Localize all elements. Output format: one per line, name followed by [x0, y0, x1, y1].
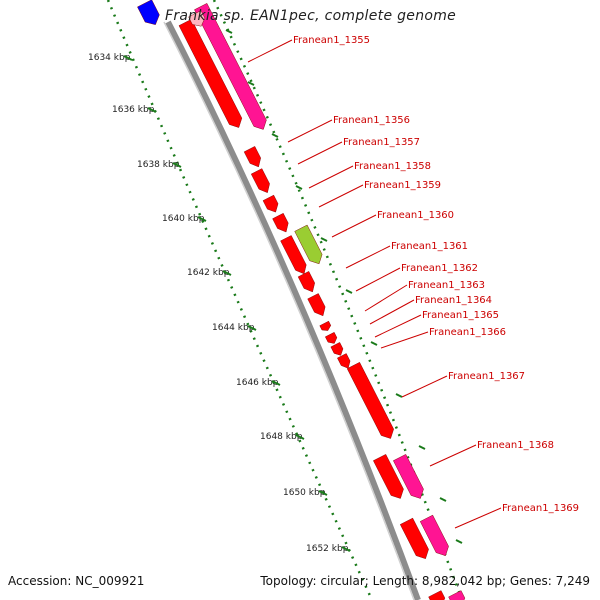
gene-leader-line: [401, 375, 448, 398]
gene-arrow[interactable]: [262, 194, 281, 215]
minor-tick-mark: [295, 185, 303, 190]
genome-backbone-highlight: [163, 21, 415, 600]
gene-label[interactable]: Franean1_1358: [354, 161, 431, 172]
gene-arrow[interactable]: [243, 146, 264, 169]
axis-tick-label: 1642 kbp: [187, 268, 230, 278]
gene-arrow[interactable]: [294, 224, 326, 267]
minor-tick-mark: [345, 289, 353, 294]
axis-tick-label: 1636 kbp: [112, 105, 155, 115]
minor-tick-mark: [439, 497, 447, 502]
genome-backbone: [165, 20, 421, 600]
gene-arrow[interactable]: [428, 590, 448, 600]
gene-leader-line: [287, 119, 333, 143]
gene-label[interactable]: Franean1_1366: [429, 327, 506, 338]
minor-tick-mark: [271, 133, 279, 138]
minor-tick-mark: [395, 393, 403, 398]
gene-leader-line: [454, 507, 502, 529]
axis-tick-mark: [123, 55, 133, 61]
minor-tick-mark: [320, 237, 328, 242]
gene-arrow[interactable]: [319, 320, 333, 333]
genome-title: Frankia sp. EAN1pec, complete genome: [165, 8, 457, 24]
gene-label[interactable]: Franean1_1356: [333, 115, 410, 126]
gene-leader-line: [355, 267, 401, 292]
axis-tick-label: 1650 kbp: [283, 488, 326, 498]
minor-tick-mark: [225, 29, 233, 34]
accession-text: Accession: NC_009921: [8, 574, 145, 588]
gene-leader-line: [364, 284, 408, 312]
axis-tick-mark: [318, 490, 328, 496]
gene-arrow[interactable]: [399, 517, 432, 562]
axis-tick-mark: [341, 546, 351, 552]
gene-arrow[interactable]: [297, 271, 318, 294]
gene-label[interactable]: Franean1_1367: [448, 371, 525, 382]
gene-arrow[interactable]: [330, 342, 345, 357]
gene-arrow[interactable]: [272, 212, 292, 234]
axis-tick-label: 1634 kbp: [88, 53, 131, 63]
gene-arrow[interactable]: [250, 168, 273, 196]
gene-label[interactable]: Franean1_1369: [502, 503, 579, 514]
gene-label[interactable]: Franean1_1357: [343, 137, 420, 148]
gene-arrow[interactable]: [194, 3, 269, 132]
gene-leader-line: [247, 39, 293, 63]
gene-label[interactable]: Franean1_1364: [415, 295, 492, 306]
genome-summary-text: Topology: circular; Length: 8,982,042 bp…: [260, 574, 590, 588]
gene-arrow[interactable]: [325, 332, 338, 345]
gene-label[interactable]: Franean1_1363: [408, 280, 485, 291]
axis-tick-label: 1648 kbp: [260, 432, 303, 442]
axis-tick-label: 1640 kbp: [162, 214, 205, 224]
gene-label[interactable]: Franean1_1360: [377, 210, 454, 221]
axis-tick-mark: [247, 325, 257, 331]
minor-tick-mark: [455, 539, 463, 544]
gene-arrow[interactable]: [137, 0, 162, 28]
axis-ticks: 1634 kbp 1636 kbp 1638 kbp 1640 kbp 1642 kbp…: [88, 29, 463, 554]
gene-label[interactable]: Franean1_1365: [422, 310, 499, 321]
minor-tick-mark: [247, 81, 255, 86]
gene-arrow[interactable]: [419, 514, 452, 559]
gene-label[interactable]: Franean1_1362: [401, 263, 478, 274]
gene-leader-line: [429, 444, 477, 467]
axis-tick-label: 1646 kbp: [236, 378, 279, 388]
gene-label[interactable]: Franean1_1355: [293, 35, 370, 46]
axis-tick-mark: [197, 216, 207, 222]
gene-leader-line: [374, 314, 422, 338]
gene-arrow[interactable]: [448, 590, 468, 600]
minor-tick-mark: [370, 341, 378, 346]
gene-arrow[interactable]: [280, 235, 310, 276]
gene-leader-line: [318, 184, 364, 208]
gene-leader-line: [297, 141, 343, 165]
axis-tick-mark: [172, 162, 182, 168]
gene-labels: Franean1_1355 Franean1_1356 Franean1_1357 F…: [247, 35, 579, 529]
minor-tick-mark: [418, 445, 426, 450]
gene-label[interactable]: Franean1_1361: [391, 241, 468, 252]
gene-leader-line: [308, 165, 354, 189]
gene-leader-line: [345, 245, 391, 269]
axis-tick-mark: [295, 434, 305, 440]
gene-arrow[interactable]: [307, 293, 329, 318]
outer-tick-guide: [106, 0, 374, 600]
gene-leader-line: [331, 214, 377, 238]
gene-arrow[interactable]: [178, 18, 245, 130]
axis-tick-label: 1652 kbp: [306, 544, 349, 554]
gene-label[interactable]: Franean1_1368: [477, 440, 554, 451]
gene-arrow[interactable]: [373, 454, 406, 501]
gene-leader-line: [369, 299, 415, 325]
axis-tick-mark: [222, 270, 232, 276]
gene-arrow[interactable]: [188, 10, 208, 30]
axis-tick-label: 1644 kbp: [212, 323, 255, 333]
axis-tick-label: 1638 kbp: [137, 160, 180, 170]
gene-leader-line: [380, 331, 429, 349]
gene-arrow[interactable]: [346, 362, 397, 441]
gene-arrow[interactable]: [337, 353, 352, 370]
axis-tick-mark: [271, 380, 281, 386]
gene-features: [137, 0, 468, 600]
gene-arrow[interactable]: [393, 454, 426, 501]
gene-label[interactable]: Franean1_1359: [364, 180, 441, 191]
axis-tick-mark: [147, 107, 157, 113]
